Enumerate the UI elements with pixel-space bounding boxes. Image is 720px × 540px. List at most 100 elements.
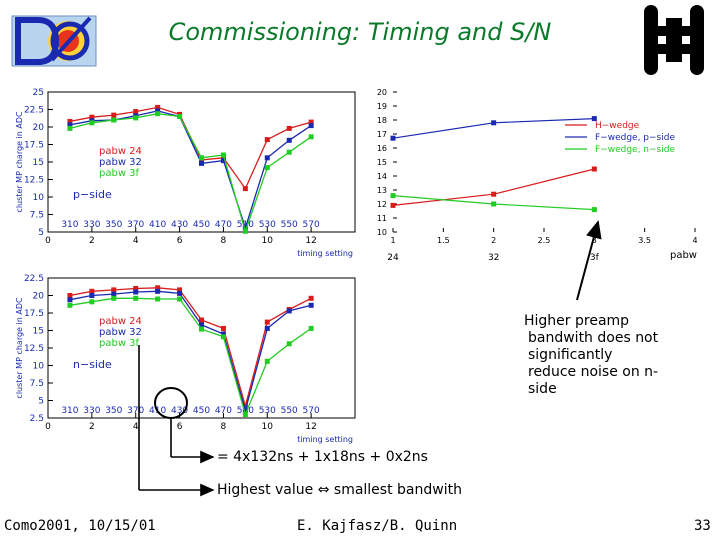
data-point <box>67 297 73 303</box>
legend-entry: F−wedge, n−side <box>595 145 675 155</box>
data-point <box>491 120 497 126</box>
chart-noise-vs-pabw: 10 11 12 13 14 15 16 17 18 19 20 1 1.5 2 2.5 3 3.5 4 24 32 3… <box>377 88 698 263</box>
data-point <box>111 291 117 297</box>
y-tick-label: 25 <box>33 88 44 98</box>
y-tick-label: 22.5 <box>24 106 44 116</box>
legend-entry: pabw 32 <box>99 157 142 168</box>
category-label: 24 <box>387 253 399 263</box>
data-point <box>220 331 226 337</box>
y-tick-label: 22.5 <box>24 274 44 284</box>
data-point <box>155 296 161 302</box>
data-point <box>242 186 248 192</box>
data-point <box>491 191 497 197</box>
x-axis-label: timing setting <box>297 249 353 258</box>
y-axis-label: cluster MP charge in ADC <box>15 297 24 399</box>
data-point <box>242 225 248 231</box>
data-point <box>67 125 73 131</box>
data-point <box>308 134 314 140</box>
data-point <box>133 115 139 121</box>
data-point <box>242 412 248 417</box>
data-point <box>89 120 95 126</box>
note-line: side <box>528 381 557 397</box>
data-point <box>286 341 292 347</box>
highest-value-annotation: Highest value ⇔ smallest bandwith <box>217 482 462 498</box>
chart-p-side: 5 7.5 10 12.5 15 17.5 20 22.5 25 0 2 4 6 8 10 12 310 330 3… <box>15 88 356 258</box>
ns-label: 570 <box>303 406 320 416</box>
y-tick-label: 17.5 <box>24 141 44 151</box>
y-tick-label: 11 <box>377 214 387 223</box>
ns-label: 370 <box>127 406 144 416</box>
data-point <box>111 295 117 301</box>
data-point <box>89 299 95 305</box>
y-tick-label: 14 <box>377 172 387 181</box>
ns-label: 510 <box>237 220 254 230</box>
legend-entry: pabw 24 <box>99 316 142 327</box>
x-tick-label: 4 <box>133 236 139 246</box>
y-tick-label: 12.5 <box>24 176 44 186</box>
side-label: p−side <box>73 188 112 201</box>
slide-title: Commissioning: Timing and S/N <box>168 18 552 46</box>
ns-label: 330 <box>83 406 100 416</box>
ns-label: 530 <box>259 406 276 416</box>
data-point <box>133 295 139 301</box>
data-point <box>199 155 204 161</box>
ns-label: 410 <box>149 406 166 416</box>
legend-entry: pabw 3f <box>99 338 140 349</box>
x-axis-label: timing setting <box>297 435 353 444</box>
fermilab-logo <box>644 5 704 75</box>
data-point <box>390 193 396 199</box>
note-line: reduce noise on n- <box>528 364 659 380</box>
slide-number: 33 <box>694 518 711 534</box>
y-tick-label: 5 <box>38 228 44 238</box>
data-point <box>199 322 204 328</box>
legend-entry: pabw 3f <box>99 168 140 179</box>
x-tick-label: 4 <box>133 422 139 432</box>
x-tick-label: 4 <box>692 236 697 245</box>
x-tick-label: 2.5 <box>538 236 551 245</box>
legend-entry: pabw 24 <box>99 146 142 157</box>
data-point <box>308 302 314 308</box>
x-tick-label: 10 <box>262 236 274 246</box>
ns-label: 310 <box>61 220 78 230</box>
footer-authors: E. Kajfasz/B. Quinn <box>297 518 458 534</box>
data-point <box>177 290 183 296</box>
note-line: Higher preamp <box>524 313 630 329</box>
ns-label: 410 <box>149 220 166 230</box>
data-point <box>491 201 497 207</box>
y-tick-label: 20 <box>33 292 45 302</box>
y-tick-label: 12 <box>377 200 387 209</box>
y-tick-label: 15 <box>377 158 387 167</box>
data-point <box>220 325 226 331</box>
y-tick-label: 7.5 <box>30 211 44 221</box>
x-tick-label: 0 <box>45 236 51 246</box>
data-point <box>177 287 183 293</box>
data-point <box>242 407 248 413</box>
data-point <box>286 149 292 155</box>
data-point <box>220 152 226 158</box>
data-point <box>308 123 314 129</box>
data-point <box>286 137 292 143</box>
data-point <box>264 165 270 171</box>
data-point <box>177 114 183 119</box>
ns-label: 350 <box>105 406 122 416</box>
x-tick-label: 1 <box>390 236 395 245</box>
data-point <box>591 116 597 122</box>
data-point <box>390 135 396 141</box>
y-tick-label: 5 <box>38 397 44 407</box>
ns-label: 450 <box>193 220 210 230</box>
data-point <box>308 119 314 125</box>
x-tick-label: 3.5 <box>638 236 651 245</box>
data-point <box>308 325 314 331</box>
preamp-note: Higher preamp bandwith does not signific… <box>524 313 714 398</box>
data-point <box>111 117 117 123</box>
y-tick-label: 10 <box>377 228 387 237</box>
y-tick-label: 10 <box>33 362 45 372</box>
footer-date: Como2001, 10/15/01 <box>4 518 156 534</box>
data-point <box>155 288 161 294</box>
x-tick-label: 2 <box>491 236 496 245</box>
series-line <box>69 113 312 234</box>
data-point <box>264 325 270 331</box>
data-point <box>199 160 204 166</box>
ns-label: 310 <box>61 406 78 416</box>
ns-label: 570 <box>303 220 320 230</box>
